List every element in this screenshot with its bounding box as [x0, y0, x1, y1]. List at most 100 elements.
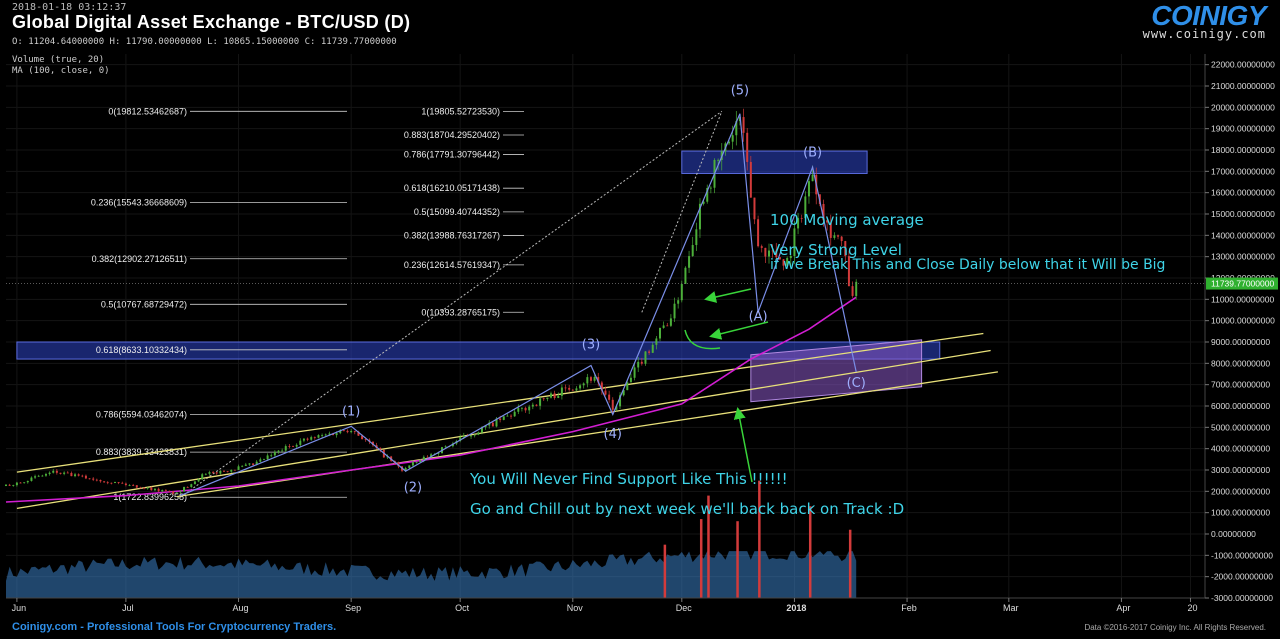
wave-label: (C) [847, 376, 866, 391]
volume-series [6, 480, 857, 598]
candle-body [233, 469, 236, 471]
candle-body [204, 473, 207, 475]
candle-body [502, 416, 505, 420]
candle-body [150, 487, 153, 491]
candle-body [88, 478, 91, 480]
candle-body [742, 117, 745, 133]
fib-left-level-label: 0(19812.53462687) [108, 106, 187, 116]
candle-body [575, 388, 578, 391]
price-axis[interactable]: 22000.00000000 21000.00000000 20000.000000… [6, 54, 1278, 603]
candle-body [295, 444, 298, 447]
candle-body [143, 487, 146, 489]
zone-blue_resistance [681, 150, 868, 174]
candle-body [640, 361, 643, 364]
candle-body [768, 250, 770, 257]
candle-body [66, 472, 69, 474]
candle-body [804, 196, 807, 219]
candle-body [52, 470, 55, 473]
y-tick-label: 6000.00000000 [1211, 401, 1270, 411]
candle-body [252, 463, 255, 465]
y-tick-label: 5000.00000000 [1211, 422, 1270, 432]
candle-body [339, 430, 342, 434]
candle-body [731, 135, 734, 142]
candle-body [313, 437, 316, 438]
time-axis[interactable]: Jun Jul Aug Sep Oct Nov Dec 2018 Feb Mar Apr 20 [6, 597, 1205, 613]
candle-body [480, 427, 483, 433]
candle-body [847, 256, 850, 287]
x-tick-label: Feb [901, 603, 917, 613]
fib-left-level-label: 0.236(15543.36668609) [91, 197, 187, 207]
candle-body [302, 438, 305, 441]
last-price-tag [1206, 277, 1278, 290]
candle-body [829, 222, 832, 238]
x-tick-label: Jun [12, 603, 27, 613]
candle-body [546, 397, 549, 400]
y-tick-label: 10000.00000000 [1211, 316, 1275, 326]
volume-indicator-label[interactable]: Volume (true, 20) [12, 55, 105, 65]
candle-body [582, 383, 585, 386]
candle-body [324, 434, 327, 436]
candle-body [37, 475, 40, 477]
candle-body [822, 203, 825, 221]
fib-right-level-label: 0.5(15099.40744352) [414, 207, 500, 217]
candle-body [651, 344, 654, 353]
candle-body [837, 235, 840, 237]
candle-body [597, 377, 600, 383]
fib-right-trend [641, 111, 723, 313]
candle-body [106, 482, 109, 484]
candle-body [310, 437, 313, 440]
candle-body [92, 478, 95, 480]
candle-body [411, 462, 414, 466]
candle-body [844, 241, 847, 257]
candle-body [789, 255, 792, 259]
coinigy-logo[interactable]: COINIGY www.coinigy.com [1143, 0, 1267, 41]
candle-body [695, 229, 698, 246]
candle-body [230, 469, 233, 472]
candle-body [659, 327, 661, 339]
ma-indicator-label[interactable]: MA (100, close, 0) [12, 66, 110, 76]
fib-left-level-label: 0.382(12902.27126511) [92, 254, 187, 264]
candle-body [517, 408, 520, 412]
candle-body [270, 455, 273, 457]
logo-brand: COINIGY [1151, 0, 1266, 31]
candle-body [477, 432, 480, 435]
ohlc-readout: O: 11204.64000000 H: 11790.00000000 L: 1… [12, 37, 397, 47]
candle-body [364, 439, 367, 440]
footer-promo[interactable]: Coinigy.com - Professional Tools For Cry… [12, 621, 337, 633]
channel-line [16, 332, 984, 473]
candle-body [30, 477, 33, 481]
candle-body [179, 491, 182, 493]
candle-body [379, 447, 382, 450]
chart-title: Global Digital Asset Exchange - BTC/USD … [12, 12, 411, 32]
candle-body [110, 482, 113, 484]
candle-body [833, 235, 836, 238]
candle-body [306, 438, 309, 440]
candle-body [633, 367, 636, 378]
candle-body [542, 398, 545, 400]
level-annotation-line2: if we Break This and Close Daily below t… [770, 257, 1166, 273]
candle-body [48, 472, 51, 475]
candle-body [415, 462, 418, 463]
candle-body [735, 121, 738, 136]
candle-body [299, 440, 302, 445]
y-tick-label: -2000.00000000 [1211, 572, 1273, 582]
wave-label: (3) [582, 337, 600, 352]
wave-label: (A) [749, 310, 768, 325]
zone-purple_target [750, 339, 923, 403]
candle-body [157, 488, 160, 492]
candle-body [666, 325, 669, 327]
fibonacci-retracements: 0(19812.53462687) 0.236(15543.36668609) 0.… [91, 106, 723, 502]
candle-body [241, 465, 244, 467]
zone-blue_support [16, 341, 941, 360]
x-tick-label: Dec [676, 603, 693, 613]
candle-body [212, 472, 215, 473]
candle-body [717, 159, 720, 161]
candle-body [600, 382, 603, 391]
candle-body [826, 220, 829, 223]
volume-bar-tall [758, 480, 761, 598]
fib-right-level-label: 0.236(12614.57619347) [404, 260, 500, 270]
candle-body [462, 435, 465, 438]
candle-body [277, 450, 280, 452]
fib-left-level-label: 0.883(3839.33423831) [96, 447, 187, 457]
